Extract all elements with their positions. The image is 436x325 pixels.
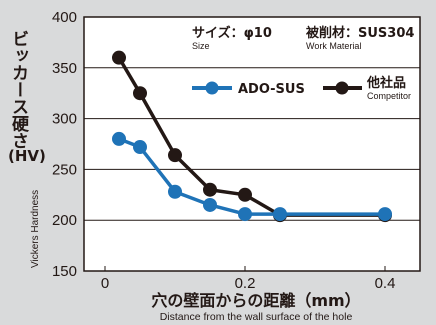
y-axis-label-unit: (HV) bbox=[8, 147, 46, 165]
data-point-ado-sus bbox=[168, 184, 182, 199]
material-annotation-en: Work Material bbox=[306, 41, 361, 51]
material-annotation: 被削材：SUS304 bbox=[305, 25, 414, 41]
x-tick-label: 0.4 bbox=[375, 275, 396, 292]
y-axis-label-jp: ビッカース硬さ bbox=[8, 30, 29, 149]
y-tick-label: 400 bbox=[52, 9, 77, 26]
data-point-competitor bbox=[238, 187, 252, 202]
data-point-ado-sus bbox=[273, 207, 287, 222]
x-tick-label: 0 bbox=[101, 275, 109, 292]
y-tick-label: 250 bbox=[52, 161, 77, 178]
data-point-ado-sus bbox=[112, 131, 126, 146]
legend-marker-competitor bbox=[335, 81, 349, 95]
data-point-competitor bbox=[112, 50, 126, 65]
data-point-competitor bbox=[168, 148, 182, 163]
data-point-ado-sus bbox=[378, 207, 392, 222]
y-tick-label: 150 bbox=[52, 263, 77, 280]
size-value: φ10 bbox=[244, 26, 272, 41]
y-tick-label: 350 bbox=[52, 60, 77, 77]
legend-label-competitor: 他社品 bbox=[366, 75, 406, 91]
y-tick-label: 200 bbox=[52, 212, 77, 229]
y-axis-label-en: Vickers Hardness bbox=[30, 190, 41, 268]
size-annotation-en: Size bbox=[192, 41, 210, 51]
x-axis-tick-labels: 0 0.2 0.4 bbox=[101, 266, 396, 292]
legend-label-ado-sus: ADO-SUS bbox=[238, 82, 305, 97]
size-label: サイズ： bbox=[192, 25, 244, 41]
legend: ADO-SUS 他社品 Competitor bbox=[192, 75, 411, 101]
data-point-competitor bbox=[133, 86, 147, 101]
x-axis-label-en: Distance from the wall surface of the ho… bbox=[160, 311, 353, 323]
data-point-ado-sus bbox=[133, 140, 147, 155]
legend-label-competitor-en: Competitor bbox=[367, 91, 411, 101]
legend-marker-ado-sus bbox=[205, 81, 219, 95]
y-tick-label: 300 bbox=[52, 111, 77, 128]
data-point-ado-sus bbox=[203, 197, 217, 212]
data-point-ado-sus bbox=[238, 207, 252, 222]
material-label: 被削材： bbox=[305, 25, 358, 41]
x-tick-label: 0.2 bbox=[235, 275, 256, 292]
data-point-competitor bbox=[203, 182, 217, 197]
material-value: SUS304 bbox=[358, 26, 414, 41]
y-axis-tick-labels: 150 200 250 300 350 400 bbox=[52, 9, 77, 280]
series-layer bbox=[112, 50, 392, 223]
size-annotation: サイズ：φ10 bbox=[192, 25, 272, 41]
grid-lines bbox=[84, 67, 420, 221]
x-axis-label-jp: 穴の壁面からの距離（mm） bbox=[151, 291, 360, 310]
